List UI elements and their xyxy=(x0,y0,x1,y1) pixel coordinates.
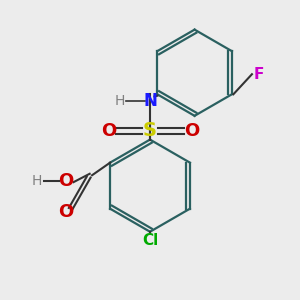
Text: H: H xyxy=(115,94,125,108)
Text: O: O xyxy=(101,122,116,140)
Text: O: O xyxy=(58,203,73,221)
Text: N: N xyxy=(143,92,157,110)
Text: O: O xyxy=(184,122,199,140)
Text: O: O xyxy=(58,172,73,190)
Text: H: H xyxy=(32,174,42,188)
Text: Cl: Cl xyxy=(142,233,158,248)
Text: F: F xyxy=(253,67,264,82)
Text: S: S xyxy=(143,121,157,140)
